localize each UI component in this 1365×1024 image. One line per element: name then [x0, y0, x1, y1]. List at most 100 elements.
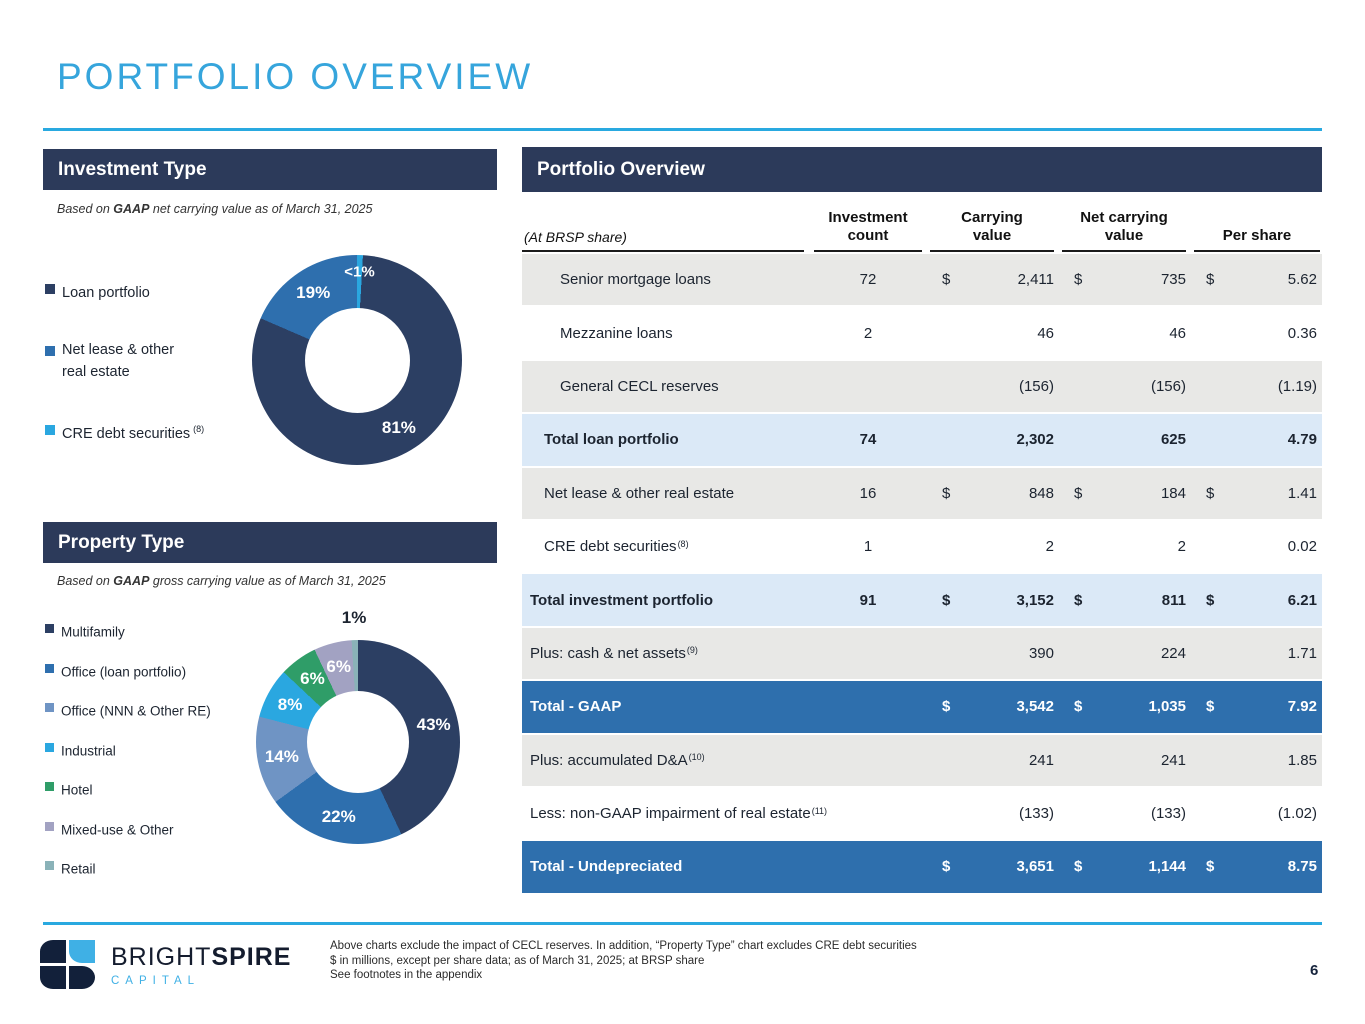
dollar-sign: $ [1206, 858, 1215, 876]
column-gap [1186, 192, 1194, 252]
table-row: Plus: cash & net assets (9) 390 224 1.71 [522, 625, 1322, 680]
legend-item: Mixed-use & Other [45, 818, 214, 839]
dollar-sign: $ [1206, 484, 1215, 502]
title-divider [43, 128, 1322, 131]
donut-slice-label: 6% [300, 669, 325, 689]
investment-type-header-label: Investment Type [58, 158, 207, 180]
donut-slice-label: <1% [344, 263, 375, 281]
property-type-subtitle: Based on GAAP gross carrying value as of… [57, 574, 386, 588]
cell-per-share: 0.02 [1287, 538, 1317, 556]
dollar-sign: $ [1206, 271, 1215, 289]
column-header-per-share: Per share [1194, 192, 1320, 252]
investment-type-legend: Loan portfolio Net lease & other real es… [45, 280, 204, 442]
donut-slice-label: 81% [381, 417, 416, 437]
cell-per-share: 1.85 [1287, 751, 1317, 769]
dollar-sign: $ [942, 591, 951, 609]
row-label: Plus: cash & net assets (9) [530, 644, 698, 662]
cell-carrying-value: (156) [1018, 377, 1054, 395]
legend-item: Office (NNN & Other RE) [45, 699, 214, 720]
property-type-legend: Multifamily Office (loan portfolio) Offi… [45, 620, 214, 878]
cell-investment-count: 72 [859, 271, 877, 289]
legend-item: CRE debt securities (8) [45, 421, 204, 443]
dollar-sign: $ [1074, 591, 1083, 609]
column-gap [1054, 192, 1062, 252]
cell-carrying-value: $ 848 [942, 484, 1054, 502]
legend-item: Net lease & other real estate [45, 342, 204, 381]
cell-per-share: 4.79 [1287, 431, 1317, 449]
cell-net-carrying-value: $ 1,035 [1074, 698, 1186, 716]
portfolio-overview-header-label: Portfolio Overview [537, 158, 705, 180]
page-number: 6 [1310, 962, 1319, 979]
row-label: Plus: accumulated D&A (10) [530, 751, 705, 769]
legend-label: Hotel [61, 782, 93, 798]
cell-net-carrying-value: (133) [1150, 805, 1186, 823]
row-label: Total loan portfolio [544, 431, 679, 449]
dollar-sign: $ [942, 484, 951, 502]
legend-swatch [45, 663, 54, 673]
cell-net-carrying-value: $ 735 [1074, 271, 1186, 289]
legend-label: Loan portfolio [62, 284, 150, 301]
cell-per-share: (1.19) [1277, 377, 1317, 395]
cell-per-share: 1.71 [1287, 644, 1317, 662]
cell-net-carrying-value: 625 [1160, 431, 1186, 449]
property-type-donut-chart: 43% 22% 14% 8% 6% 6% 1% [256, 608, 460, 844]
table-body: Senior mortgage loans 72 $ 2,411 $ 735 $… [522, 252, 1322, 893]
footer-divider [43, 922, 1322, 925]
legend-label: Office (NNN & Other RE) [61, 703, 211, 719]
legend-swatch [45, 742, 54, 752]
investment-type-donut-chart: <1% 81% 19% [252, 255, 462, 465]
cell-net-carrying-value: 46 [1169, 324, 1186, 342]
footnote-line-1: Above charts exclude the impact of CECL … [330, 940, 917, 952]
dollar-sign: $ [942, 858, 951, 876]
cell-carrying-value: $ 2,411 [942, 271, 1054, 289]
row-label: CRE debt securities (8) [544, 538, 689, 556]
dollar-sign: $ [1206, 698, 1215, 716]
brightspire-logo-text: BRIGHTSPIRE CAPITAL [111, 942, 292, 987]
table-row: Total loan portfolio 74 2,302 625 4.79 [522, 412, 1322, 466]
legend-item: Loan portfolio [45, 280, 204, 302]
portfolio-overview-header: Portfolio Overview [522, 147, 1322, 192]
legend-item: Office (loan portfolio) [45, 660, 214, 681]
cell-investment-count: 2 [863, 324, 873, 342]
row-label: Senior mortgage loans [560, 271, 711, 289]
legend-item: Industrial [45, 739, 214, 760]
footnotes: Above charts exclude the impact of CECL … [330, 939, 917, 983]
donut-slice-label: 1% [341, 607, 367, 627]
legend-swatch [45, 424, 55, 435]
legend-swatch [45, 624, 54, 633]
footnote-line-3: See footnotes in the appendix [330, 969, 483, 981]
corner-label: (At BRSP share) [522, 192, 804, 252]
cell-per-share: $ 1.41 [1206, 484, 1317, 502]
legend-label: Office (loan portfolio) [61, 664, 187, 679]
cell-net-carrying-value: (156) [1150, 377, 1186, 395]
table-row: Less: non-GAAP impairment of real estate… [522, 785, 1322, 840]
donut-slice-label: 6% [326, 656, 352, 676]
column-header-carrying-value: Carrying value [930, 192, 1054, 252]
investment-type-subtitle: Based on GAAP net carrying value as of M… [57, 202, 373, 216]
cell-net-carrying-value: $ 811 [1074, 591, 1186, 609]
legend-label: Multifamily [61, 624, 125, 640]
legend-item: Retail [45, 857, 214, 878]
cell-net-carrying-value: $ 184 [1074, 484, 1186, 502]
row-label: Total - Undepreciated [530, 858, 683, 876]
investment-type-header: Investment Type [43, 149, 497, 190]
table-column-headers: (At BRSP share) Investment count Carrying… [522, 192, 1322, 252]
table-row: Total investment portfolio 91 $ 3,152 $ … [522, 572, 1322, 626]
cell-carrying-value: 241 [1028, 751, 1054, 769]
footnote-line-2: $ in millions, except per share data; as… [330, 954, 705, 967]
dollar-sign: $ [1074, 858, 1083, 876]
cell-carrying-value: 2 [1045, 538, 1054, 556]
cell-carrying-value: (133) [1018, 805, 1054, 823]
cell-per-share: (1.02) [1277, 805, 1317, 823]
legend-item: Multifamily [45, 620, 214, 641]
table-row: Net lease & other real estate 16 $ 848 $… [522, 465, 1322, 519]
cell-carrying-value: $ 3,542 [942, 698, 1054, 716]
row-label: Total investment portfolio [530, 591, 714, 609]
legend-label: Net lease & other real estate [62, 341, 175, 380]
donut-slice-label: 19% [296, 283, 331, 303]
donut-hole [304, 307, 410, 413]
cell-net-carrying-value: 241 [1160, 751, 1186, 769]
column-header-investment-count: Investment count [814, 192, 922, 252]
cell-investment-count: 16 [859, 484, 877, 502]
table-row: Plus: accumulated D&A (10) 241 241 1.85 [522, 732, 1322, 786]
